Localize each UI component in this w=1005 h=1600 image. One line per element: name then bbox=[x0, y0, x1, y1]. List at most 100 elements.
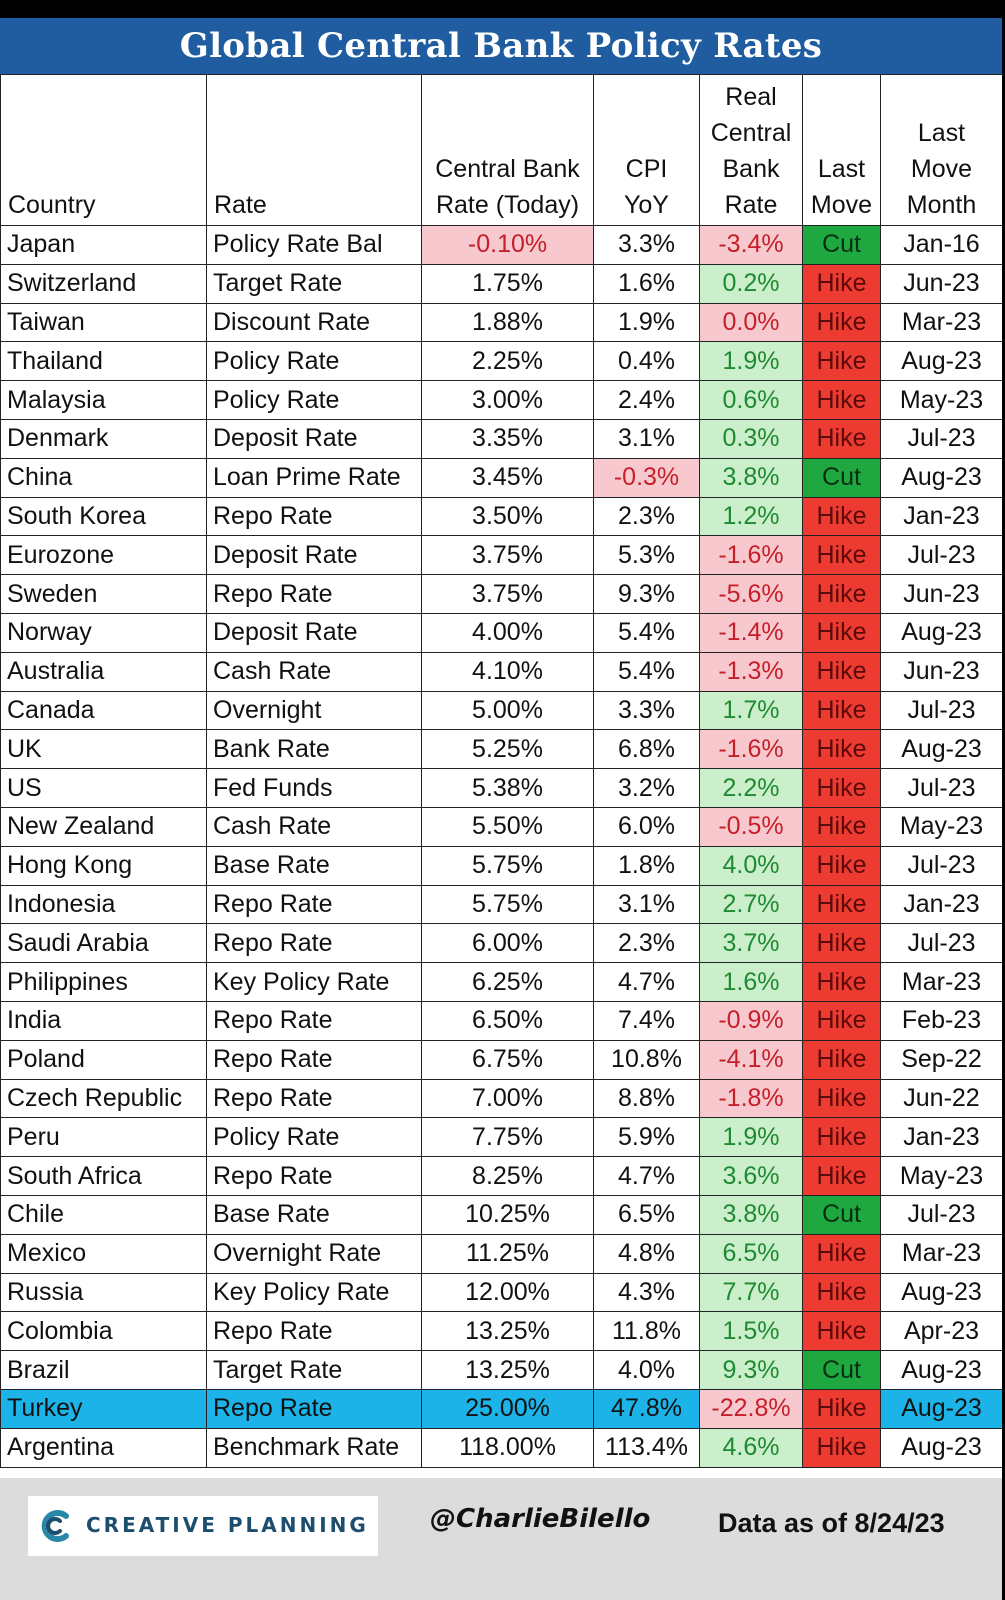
header-real-rate: Real Central Bank Rate bbox=[699, 74, 803, 226]
cell-last-move: Hike bbox=[802, 806, 881, 847]
cell-country: Poland bbox=[0, 1039, 207, 1080]
cell-last-move: Hike bbox=[802, 962, 881, 1002]
cell-country: Japan bbox=[0, 225, 207, 265]
cell-central-bank-rate: 5.75% bbox=[421, 884, 594, 925]
cell-central-bank-rate: -0.10% bbox=[421, 225, 594, 265]
cell-real-rate: -3.4% bbox=[699, 225, 803, 265]
cell-central-bank-rate: 118.00% bbox=[421, 1427, 594, 1468]
cell-real-rate: 7.7% bbox=[699, 1272, 803, 1313]
cell-last-move: Hike bbox=[802, 574, 881, 614]
cell-cpi-yoy: 2.3% bbox=[593, 496, 700, 537]
cell-last-move: Hike bbox=[802, 1272, 881, 1313]
header-month-line2: Move bbox=[910, 155, 973, 183]
cell-central-bank-rate: 3.45% bbox=[421, 457, 594, 498]
creative-planning-logo: CREATIVE PLANNING bbox=[28, 1496, 378, 1556]
table-row: Norway Deposit Rate 4.00% 5.4% -1.4% Hike Aug-… bbox=[0, 612, 1002, 653]
cell-country: Mexico bbox=[0, 1233, 207, 1274]
header-month-line1: Last bbox=[917, 119, 966, 147]
cell-cpi-yoy: 5.4% bbox=[593, 651, 700, 692]
footer: CREATIVE PLANNING @CharlieBilello Data a… bbox=[0, 1478, 1002, 1600]
cell-last-move: Cut bbox=[802, 225, 881, 265]
table-row: Sweden Repo Rate 3.75% 9.3% -5.6% Hike Jun-23 bbox=[0, 574, 1002, 614]
table-row: UK Bank Rate 5.25% 6.8% -1.6% Hike Aug-23 bbox=[0, 729, 1002, 770]
cell-country: Russia bbox=[0, 1272, 207, 1313]
cell-last-move: Hike bbox=[802, 690, 881, 731]
cell-country: Sweden bbox=[0, 574, 207, 614]
table-row: China Loan Prime Rate 3.45% -0.3% 3.8% Cut Aug… bbox=[0, 457, 1002, 498]
cell-cpi-yoy: 9.3% bbox=[593, 574, 700, 614]
cell-country: New Zealand bbox=[0, 806, 207, 847]
cell-cpi-yoy: 8.8% bbox=[593, 1078, 700, 1119]
cell-real-rate: 4.0% bbox=[699, 845, 803, 886]
cell-cpi-yoy: 1.9% bbox=[593, 302, 700, 343]
table-row: Czech Republic Repo Rate 7.00% 8.8% -1.8% Hik… bbox=[0, 1078, 1002, 1119]
cell-last-move-month: Jan-23 bbox=[880, 496, 1002, 537]
cell-real-rate: 1.2% bbox=[699, 496, 803, 537]
cell-country: Eurozone bbox=[0, 535, 207, 576]
cell-last-move-month: Apr-23 bbox=[880, 1311, 1002, 1352]
header-cpi-line2: YoY bbox=[624, 191, 669, 219]
table-row: Malaysia Policy Rate 3.00% 2.4% 0.6% Hike May-… bbox=[0, 380, 1002, 420]
cell-rate-name: Base Rate bbox=[206, 1194, 422, 1235]
cell-last-move-month: Sep-22 bbox=[880, 1039, 1002, 1080]
header-cb-line2: Rate (Today) bbox=[435, 191, 580, 219]
cell-last-move-month: Jun-22 bbox=[880, 1078, 1002, 1119]
logo-text: CREATIVE PLANNING bbox=[86, 1513, 369, 1537]
cell-cpi-yoy: 4.3% bbox=[593, 1272, 700, 1313]
header-real-line4: Rate bbox=[724, 191, 778, 219]
cell-real-rate: -1.8% bbox=[699, 1078, 803, 1119]
cell-real-rate: 2.7% bbox=[699, 884, 803, 925]
infographic-frame: Global Central Bank Policy Rates Country… bbox=[0, 18, 1002, 1600]
cell-country: Chile bbox=[0, 1194, 207, 1235]
cell-last-move-month: Jun-23 bbox=[880, 651, 1002, 692]
cell-cpi-yoy: 2.4% bbox=[593, 380, 700, 420]
cell-rate-name: Policy Rate Bal bbox=[206, 225, 422, 265]
cell-real-rate: 0.2% bbox=[699, 263, 803, 304]
cell-country: Norway bbox=[0, 612, 207, 653]
cell-rate-name: Repo Rate bbox=[206, 923, 422, 964]
cell-last-move-month: Aug-23 bbox=[880, 612, 1002, 653]
cell-last-move: Hike bbox=[802, 1156, 881, 1196]
cell-rate-name: Target Rate bbox=[206, 1350, 422, 1390]
cell-real-rate: -1.6% bbox=[699, 535, 803, 576]
cell-last-move-month: Feb-23 bbox=[880, 1000, 1002, 1041]
table-row: Mexico Overnight Rate 11.25% 4.8% 6.5% Hike Ma… bbox=[0, 1233, 1002, 1274]
cell-central-bank-rate: 7.00% bbox=[421, 1078, 594, 1119]
cell-last-move-month: Aug-23 bbox=[880, 1427, 1002, 1468]
chart-title: Global Central Bank Policy Rates bbox=[0, 18, 1002, 74]
cell-rate-name: Policy Rate bbox=[206, 380, 422, 420]
cell-cpi-yoy: 6.8% bbox=[593, 729, 700, 770]
cell-last-move: Hike bbox=[802, 1000, 881, 1041]
cell-last-move-month: Jun-23 bbox=[880, 574, 1002, 614]
cell-central-bank-rate: 5.38% bbox=[421, 768, 594, 808]
cell-country: India bbox=[0, 1000, 207, 1041]
cell-cpi-yoy: 4.7% bbox=[593, 1156, 700, 1196]
cell-rate-name: Deposit Rate bbox=[206, 612, 422, 653]
cell-central-bank-rate: 3.75% bbox=[421, 574, 594, 614]
cell-central-bank-rate: 2.25% bbox=[421, 341, 594, 382]
header-cpi-line1: CPI bbox=[625, 155, 668, 183]
table-row: Thailand Policy Rate 2.25% 0.4% 1.9% Hike Aug-… bbox=[0, 341, 1002, 382]
table-row: Saudi Arabia Repo Rate 6.00% 2.3% 3.7% Hike Ju… bbox=[0, 923, 1002, 964]
cell-real-rate: 1.5% bbox=[699, 1311, 803, 1352]
header-row: Country Rate Central Bank Rate (Today) C… bbox=[0, 74, 1002, 226]
cell-country: Malaysia bbox=[0, 380, 207, 420]
cell-last-move: Hike bbox=[802, 1078, 881, 1119]
header-country: Country bbox=[0, 74, 207, 226]
cell-last-move: Hike bbox=[802, 1039, 881, 1080]
cell-last-move: Hike bbox=[802, 923, 881, 964]
table-row: Japan Policy Rate Bal -0.10% 3.3% -3.4% Cut Ja… bbox=[0, 225, 1002, 265]
table-row: Canada Overnight 5.00% 3.3% 1.7% Hike Jul-23 bbox=[0, 690, 1002, 731]
cell-last-move: Hike bbox=[802, 651, 881, 692]
cell-central-bank-rate: 7.75% bbox=[421, 1117, 594, 1158]
table-row: Eurozone Deposit Rate 3.75% 5.3% -1.6% Hike Ju… bbox=[0, 535, 1002, 576]
cell-central-bank-rate: 12.00% bbox=[421, 1272, 594, 1313]
cell-last-move: Hike bbox=[802, 768, 881, 808]
cell-cpi-yoy: 4.7% bbox=[593, 962, 700, 1002]
cell-cpi-yoy: 11.8% bbox=[593, 1311, 700, 1352]
cell-central-bank-rate: 25.00% bbox=[421, 1388, 594, 1429]
cell-last-move: Hike bbox=[802, 612, 881, 653]
cell-last-move-month: May-23 bbox=[880, 1156, 1002, 1196]
cell-cpi-yoy: 4.0% bbox=[593, 1350, 700, 1390]
